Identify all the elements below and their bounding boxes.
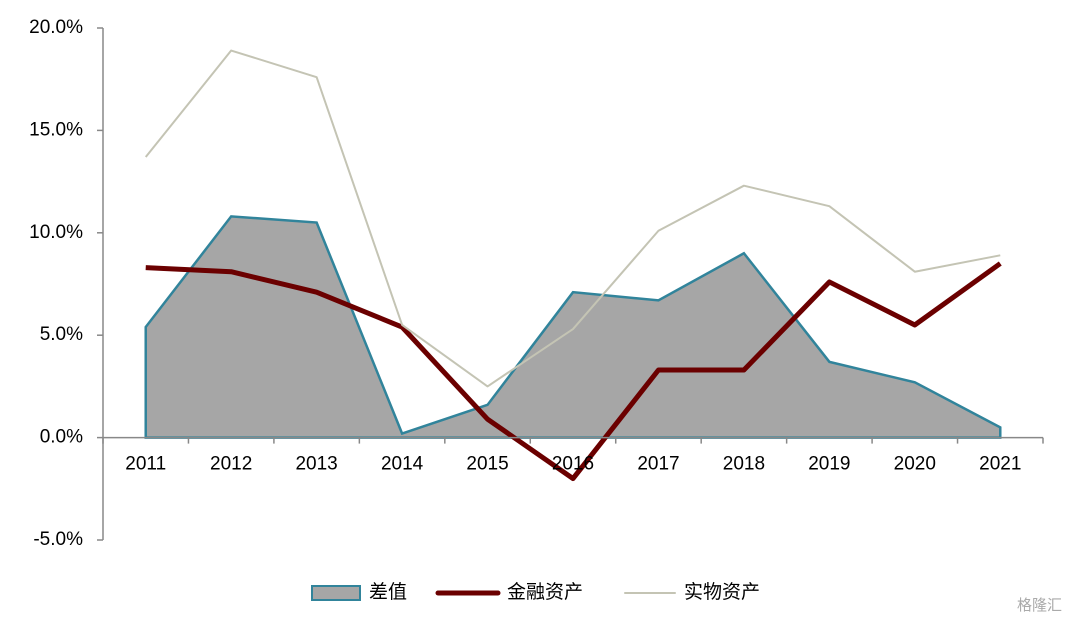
y-tick-label: 0.0% [40, 427, 83, 448]
x-tick-label: 2019 [808, 454, 850, 475]
x-tick-label: 2016 [552, 454, 594, 475]
y-tick-label: -5.0% [33, 529, 83, 550]
area [144, 215, 1002, 439]
legend-label: 差值 [369, 581, 407, 603]
y-tick-label: 5.0% [40, 324, 83, 345]
line [144, 49, 1001, 388]
x-tick-label: 2018 [723, 454, 765, 475]
line [145, 261, 1002, 482]
x-tick-label: 2012 [210, 454, 252, 475]
legend-swatch [311, 585, 361, 601]
y-tick-label: 10.0% [29, 222, 83, 243]
watermark: 格隆汇 [1017, 597, 1062, 614]
x-tick-label: 2017 [637, 454, 679, 475]
x-tick-label: 2021 [979, 454, 1021, 475]
legend-label: 实物资产 [684, 581, 760, 603]
x-tick-label: 2015 [466, 454, 508, 475]
x-tick-label: 2013 [295, 454, 337, 475]
legend-label: 金融资产 [507, 581, 583, 603]
y-tick-label: 15.0% [29, 119, 83, 140]
x-tick-label: 2014 [381, 454, 424, 475]
x-tick-label: 2020 [894, 454, 936, 475]
y-tick-label: 20.0% [29, 17, 83, 38]
x-tick-label: 2011 [125, 454, 166, 475]
